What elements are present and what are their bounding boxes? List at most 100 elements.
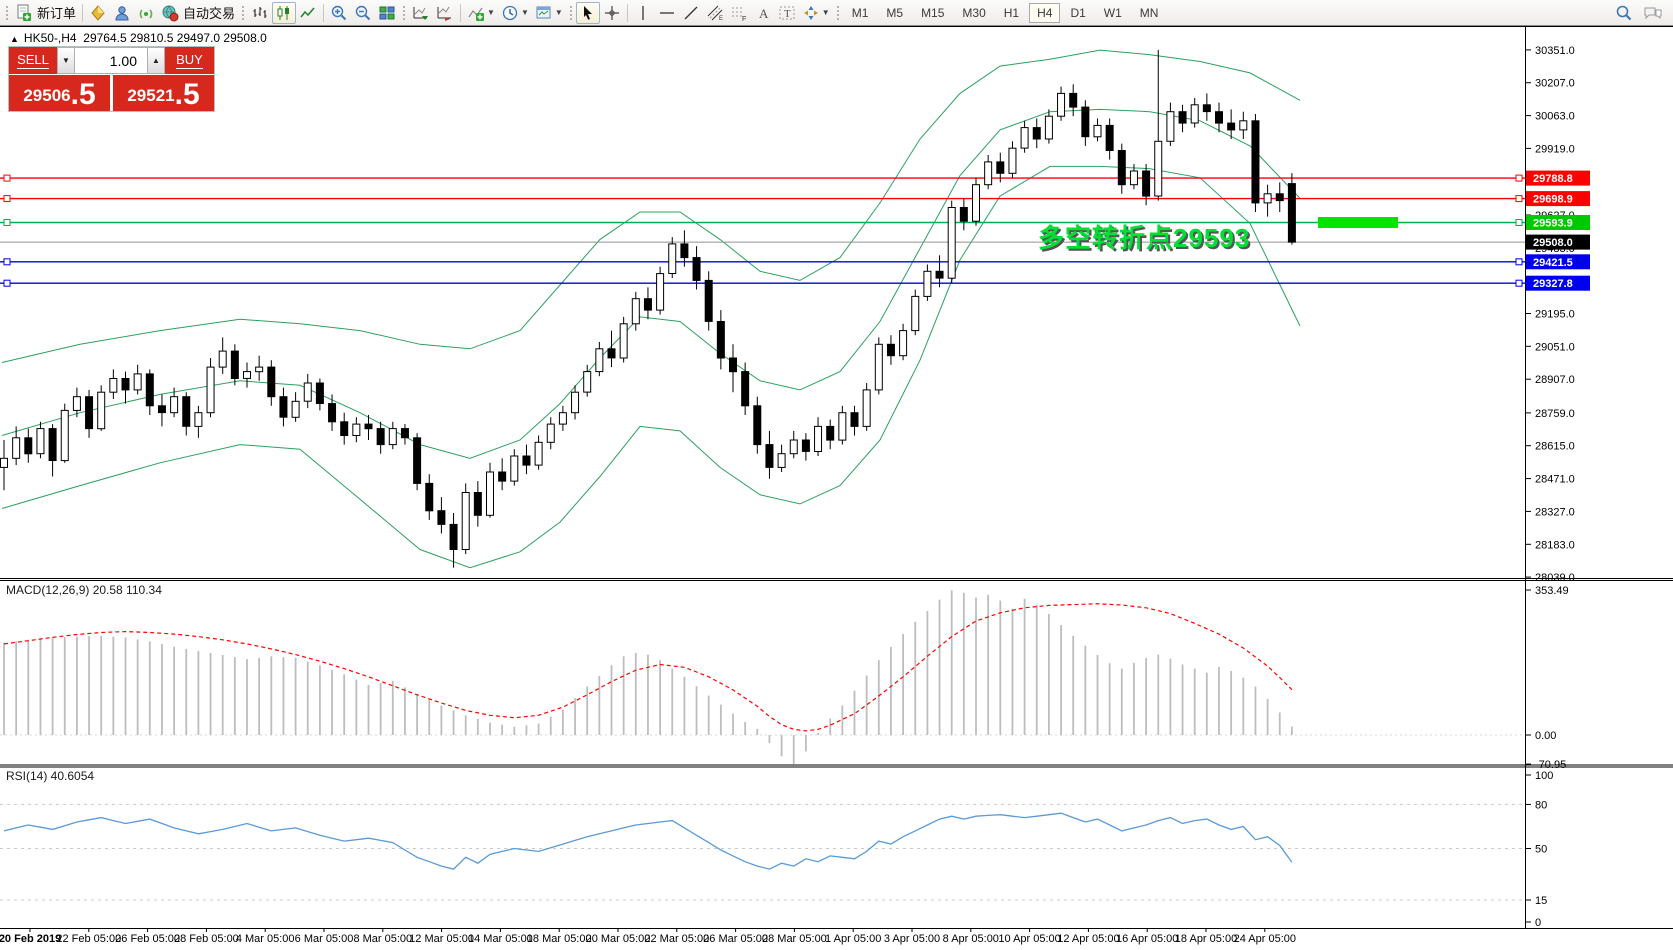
community-button[interactable] bbox=[110, 2, 134, 24]
timeframe-h4[interactable]: H4 bbox=[1029, 2, 1061, 23]
timeframe-h1[interactable]: H1 bbox=[1003, 5, 1020, 20]
line-chart-icon bbox=[300, 7, 315, 17]
dropdown-caret-icon: ▼ bbox=[554, 8, 563, 17]
autotrading-button[interactable]: 自动交易 bbox=[158, 2, 238, 24]
zoom-out-button[interactable] bbox=[351, 2, 375, 24]
candle bbox=[230, 350, 239, 380]
candle bbox=[145, 373, 154, 407]
new-order-button[interactable]: 新订单 bbox=[12, 2, 79, 24]
line-anchor-handle[interactable] bbox=[1515, 279, 1523, 287]
date-axis-label: 28 Feb 05:00 bbox=[174, 933, 239, 945]
auto-scroll-button[interactable] bbox=[409, 2, 433, 24]
market-watch-button[interactable] bbox=[86, 2, 110, 24]
candle bbox=[1275, 193, 1284, 202]
turning-point-highlight-bar[interactable] bbox=[1318, 217, 1398, 228]
candlestick-chart-button[interactable] bbox=[272, 1, 297, 24]
search-icon[interactable] bbox=[1615, 4, 1633, 22]
timeframe-w1[interactable]: W1 bbox=[1103, 5, 1122, 20]
timeframe-m30[interactable]: M30 bbox=[962, 5, 986, 20]
dropdown-caret-icon: ▼ bbox=[487, 8, 495, 17]
text-label-button[interactable]: T bbox=[775, 2, 799, 24]
tile-windows-button[interactable] bbox=[375, 2, 399, 24]
timeframe-d1[interactable]: D1 bbox=[1070, 5, 1086, 20]
candle bbox=[1057, 92, 1066, 117]
chart-shift-icon bbox=[437, 6, 452, 21]
timeframe-m5[interactable]: M5 bbox=[886, 5, 904, 20]
cursor-button[interactable] bbox=[575, 1, 600, 24]
horizontal-line-icon bbox=[659, 11, 674, 14]
date-axis-label: 14 Mar 05:00 bbox=[468, 933, 533, 945]
chart-shift-button[interactable] bbox=[433, 2, 457, 24]
arrows-button[interactable]: ▼ bbox=[799, 2, 833, 24]
line-anchor-handle[interactable] bbox=[3, 174, 11, 182]
templates-button[interactable]: ▼ bbox=[532, 2, 566, 24]
candle bbox=[558, 412, 567, 425]
date-axis-label: 8 Mar 05:00 bbox=[353, 933, 412, 945]
sell-button[interactable]: SELL bbox=[9, 47, 57, 74]
line-anchor-handle[interactable] bbox=[3, 195, 11, 203]
indicators-button[interactable]: ▼ bbox=[464, 2, 498, 24]
fibonacci-button[interactable]: F bbox=[727, 2, 751, 24]
date-axis-label: 22 Mar 05:00 bbox=[644, 933, 709, 945]
candle bbox=[765, 444, 774, 468]
crosshair-button[interactable] bbox=[600, 2, 624, 24]
text-button[interactable]: A bbox=[751, 2, 775, 24]
candle bbox=[36, 428, 45, 455]
line-chart-button[interactable] bbox=[296, 2, 320, 24]
candle bbox=[97, 391, 106, 430]
date-axis-label: 18 Mar 05:00 bbox=[527, 933, 592, 945]
chat-icon[interactable] bbox=[1643, 4, 1663, 22]
toolbar-grip[interactable] bbox=[5, 4, 9, 21]
candle bbox=[1081, 106, 1090, 138]
line-anchor-handle[interactable] bbox=[1515, 219, 1523, 226]
candle bbox=[400, 428, 409, 439]
timeframe-mn[interactable]: MN bbox=[1139, 5, 1159, 20]
candle bbox=[801, 439, 810, 452]
toolbar-grip[interactable] bbox=[402, 4, 407, 21]
date-axis-label: 22 Feb 05:00 bbox=[56, 933, 121, 945]
volume-input[interactable]: 1.00 bbox=[75, 47, 147, 74]
timeframe-m15[interactable]: M15 bbox=[921, 5, 945, 20]
zoom-in-button[interactable] bbox=[327, 2, 351, 24]
chart-annotation-text[interactable]: 多空转折点29593 bbox=[1038, 223, 1251, 253]
trendline-button[interactable] bbox=[679, 2, 703, 24]
line-anchor-handle[interactable] bbox=[3, 219, 11, 226]
price-tag-label: 29788.8 bbox=[1533, 173, 1573, 185]
line-anchor-handle[interactable] bbox=[1515, 258, 1523, 266]
toolbar-grip[interactable] bbox=[568, 4, 573, 21]
line-anchor-handle[interactable] bbox=[3, 258, 11, 266]
timeframe-m1[interactable]: M1 bbox=[851, 5, 869, 20]
rsi-axis-label: 0 bbox=[1535, 917, 1541, 929]
new-order-icon bbox=[17, 4, 31, 21]
buy-button[interactable]: BUY bbox=[165, 47, 214, 74]
buy-price[interactable]: 29521.5 bbox=[113, 75, 214, 111]
autotrading-icon bbox=[162, 5, 179, 21]
toolbar-grip[interactable] bbox=[835, 4, 840, 21]
candle bbox=[473, 492, 482, 516]
price-axis-label: 28759.0 bbox=[1535, 408, 1575, 420]
horizontal-line-button[interactable] bbox=[655, 2, 679, 24]
toolbar-separator bbox=[626, 3, 628, 22]
volume-decrease-button[interactable]: ▼ bbox=[57, 47, 75, 74]
svg-text:F: F bbox=[742, 16, 746, 22]
candle bbox=[643, 298, 652, 311]
price-tag-label: 29593.9 bbox=[1533, 218, 1573, 230]
volume-increase-button[interactable]: ▲ bbox=[147, 47, 165, 74]
equidistant-channel-button[interactable]: E bbox=[703, 2, 727, 24]
date-axis-label: 20 Feb 2019 bbox=[0, 933, 61, 945]
periods-button[interactable]: ▼ bbox=[498, 2, 532, 24]
down-arrow-icon: ▼ bbox=[62, 56, 70, 65]
signals-button[interactable] bbox=[134, 2, 158, 24]
line-price-tag bbox=[1526, 191, 1590, 207]
line-anchor-handle[interactable] bbox=[1515, 174, 1523, 182]
market-diamond-icon bbox=[91, 4, 105, 21]
vertical-line-button[interactable] bbox=[631, 2, 655, 24]
line-anchor-handle[interactable] bbox=[1515, 195, 1523, 203]
toolbar-grip[interactable] bbox=[241, 4, 246, 21]
collapse-panel-arrow-icon[interactable]: ▲ bbox=[10, 34, 19, 44]
candle bbox=[1287, 183, 1296, 243]
line-anchor-handle[interactable] bbox=[3, 279, 11, 287]
bar-chart-button[interactable] bbox=[248, 2, 272, 24]
sell-price[interactable]: 29506.5 bbox=[9, 75, 110, 111]
